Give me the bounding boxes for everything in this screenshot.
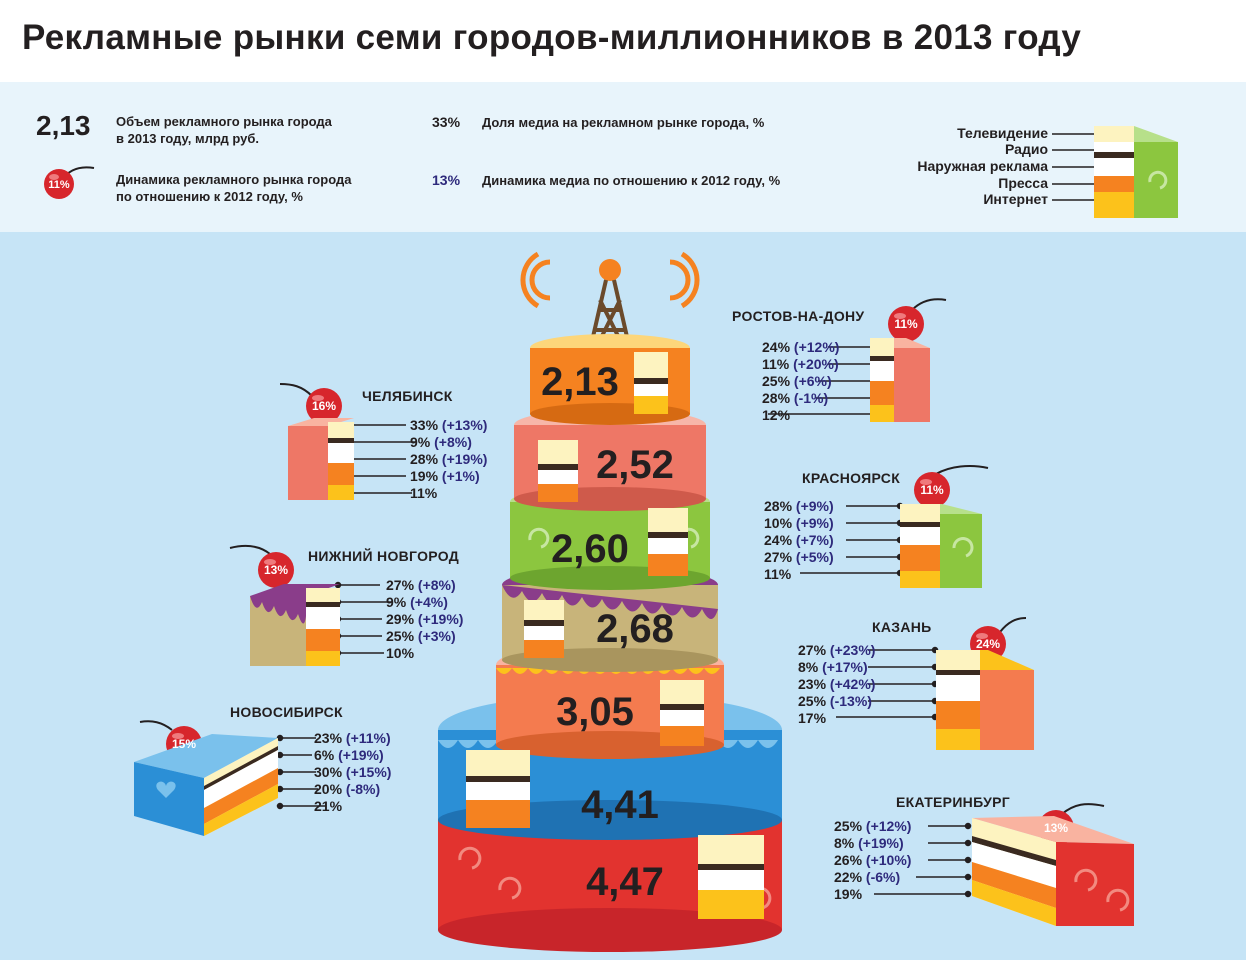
slice-chelyabinsk	[279, 383, 354, 500]
row-kazan-internet: 17%	[798, 710, 827, 726]
row-ekaterinburg-press: 22% (-6%)	[834, 869, 901, 885]
slice-ekaterinburg	[972, 803, 1134, 926]
row-rostov-internet: 12%	[762, 407, 791, 423]
row-kazan-press: 25% (-13%)	[798, 693, 872, 709]
row-chelyabinsk-press: 19% (+1%)	[410, 468, 480, 484]
rows-nizhny-novgorod: 27% (+8%) 9% (+4%) 29% (+19%) 25% (+3%) …	[386, 577, 463, 662]
legend-layer-internet: Интернет	[983, 191, 1048, 207]
row-nizhny-radio: 9% (+4%)	[386, 594, 448, 610]
tier-value-2: 2,52	[596, 443, 674, 487]
tier-value-6: 4,41	[581, 783, 659, 827]
rows-krasnoyarsk: 28% (+9%) 10% (+9%) 24% (+7%) 27% (+5%) …	[764, 498, 834, 583]
legend-layer-tv: Телевидение	[957, 125, 1048, 141]
legend-share-text: Доля медиа на рекламном рынке города, %	[482, 115, 765, 130]
cherry-icon	[44, 166, 95, 199]
header: Рекламные рынки семи городов-миллионнико…	[0, 0, 1246, 82]
tier-value-1: 2,13	[541, 360, 619, 404]
city-kazan: КАЗАНЬ	[872, 619, 932, 635]
dyn-kazan: 24%	[975, 637, 1001, 651]
row-nizhny-outdoor: 29% (+19%)	[386, 611, 464, 627]
row-novosibirsk-internet: 21%	[314, 798, 343, 814]
dyn-ekaterinburg: 13%	[1043, 821, 1069, 835]
legend-dynamics-text: Динамика рекламного рынка города по отно…	[116, 172, 352, 204]
row-rostov-press: 28% (-1%)	[762, 390, 829, 406]
tier-value-5: 3,05	[556, 690, 634, 734]
tier-value-3: 2,60	[551, 527, 629, 571]
dyn-rostov: 11%	[894, 317, 918, 331]
city-krasnoyarsk: КРАСНОЯРСК	[802, 470, 901, 486]
row-rostov-radio: 11% (+20%)	[762, 356, 839, 372]
row-kazan-outdoor: 23% (+42%)	[798, 676, 876, 692]
row-chelyabinsk-internet: 11%	[410, 485, 438, 501]
city-novosibirsk: НОВОСИБИРСК	[230, 704, 343, 720]
row-kazan-radio: 8% (+17%)	[798, 659, 868, 675]
row-novosibirsk-outdoor: 30% (+15%)	[314, 764, 392, 780]
legend-layer-outdoor: Наружная реклама	[917, 158, 1048, 174]
city-nizhny-novgorod: НИЖНИЙ НОВГОРОД	[308, 548, 460, 564]
row-ekaterinburg-outdoor: 26% (+10%)	[834, 852, 912, 868]
antenna-icon	[520, 251, 700, 351]
row-kazan-tv: 27% (+23%)	[798, 642, 876, 658]
row-ekaterinburg-radio: 8% (+19%)	[834, 835, 904, 851]
slice-krasnoyarsk	[900, 465, 989, 588]
row-rostov-tv: 24% (+12%)	[762, 339, 840, 355]
legend-volume-sample: 2,13	[36, 110, 91, 141]
row-chelyabinsk-outdoor: 28% (+19%)	[410, 451, 488, 467]
rows-novosibirsk: 23% (+11%) 6% (+19%) 30% (+15%) 20% (-8%…	[314, 730, 391, 815]
row-nizhny-press: 25% (+3%)	[386, 628, 456, 644]
row-novosibirsk-press: 20% (-8%)	[314, 781, 381, 797]
rows-rostov: 24% (+12%) 11% (+20%) 25% (+6%) 28% (-1%…	[762, 339, 839, 424]
row-krasnoyarsk-radio: 10% (+9%)	[764, 515, 834, 531]
row-chelyabinsk-tv: 33% (+13%)	[410, 417, 488, 433]
row-nizhny-tv: 27% (+8%)	[386, 577, 456, 593]
slice-rostov	[870, 298, 947, 422]
row-novosibirsk-radio: 6% (+19%)	[314, 747, 384, 763]
rows-ekaterinburg: 25% (+12%) 8% (+19%) 26% (+10%) 22% (-6%…	[834, 818, 911, 903]
dyn-novosibirsk: 15%	[171, 737, 197, 751]
city-chelyabinsk: ЧЕЛЯБИНСК	[362, 388, 453, 404]
dyn-chelyabinsk: 16%	[311, 399, 337, 413]
cake-tower	[438, 251, 782, 952]
slice-nizhny-novgorod	[229, 545, 340, 666]
legend-share-sample: 33%	[432, 114, 461, 130]
row-krasnoyarsk-internet: 11%	[764, 566, 792, 582]
legend-dynamics-sample: 11%	[48, 179, 70, 191]
page-title: Рекламные рынки семи городов-миллионнико…	[22, 18, 1082, 57]
row-krasnoyarsk-tv: 28% (+9%)	[764, 498, 834, 514]
city-rostov: РОСТОВ-НА-ДОНУ	[732, 308, 865, 324]
row-krasnoyarsk-press: 27% (+5%)	[764, 549, 834, 565]
city-ekaterinburg: ЕКАТЕРИНБУРГ	[896, 794, 1010, 810]
row-ekaterinburg-internet: 19%	[834, 886, 863, 902]
legend-media-dyn-sample: 13%	[432, 172, 461, 188]
legend-layer-radio: Радио	[1005, 141, 1048, 157]
slice-novosibirsk	[134, 720, 278, 836]
legend-volume-text: Объем рекламного рынка города в 2013 год…	[116, 114, 332, 146]
row-rostov-outdoor: 25% (+6%)	[762, 373, 832, 389]
row-chelyabinsk-radio: 9% (+8%)	[410, 434, 472, 450]
legend-panel	[0, 82, 1246, 232]
legend-layer-press: Пресса	[998, 175, 1048, 191]
dyn-nizhny-novgorod: 13%	[263, 563, 289, 577]
rows-chelyabinsk: 33% (+13%) 9% (+8%) 28% (+19%) 19% (+1%)…	[410, 417, 487, 502]
rows-kazan: 27% (+23%) 8% (+17%) 23% (+42%) 25% (-13…	[798, 642, 875, 727]
legend-cake-slice-icon	[1052, 126, 1178, 218]
row-nizhny-internet: 10%	[386, 645, 415, 661]
tier-value-4: 2,68	[596, 607, 674, 651]
legend-media-dyn-text: Динамика медиа по отношению к 2012 году,…	[482, 173, 781, 188]
dyn-krasnoyarsk: 11%	[920, 483, 944, 497]
tier-value-7: 4,47	[586, 860, 664, 904]
row-novosibirsk-tv: 23% (+11%)	[314, 730, 391, 746]
slice-kazan	[936, 617, 1034, 750]
row-krasnoyarsk-outdoor: 24% (+7%)	[764, 532, 834, 548]
row-ekaterinburg-tv: 25% (+12%)	[834, 818, 912, 834]
